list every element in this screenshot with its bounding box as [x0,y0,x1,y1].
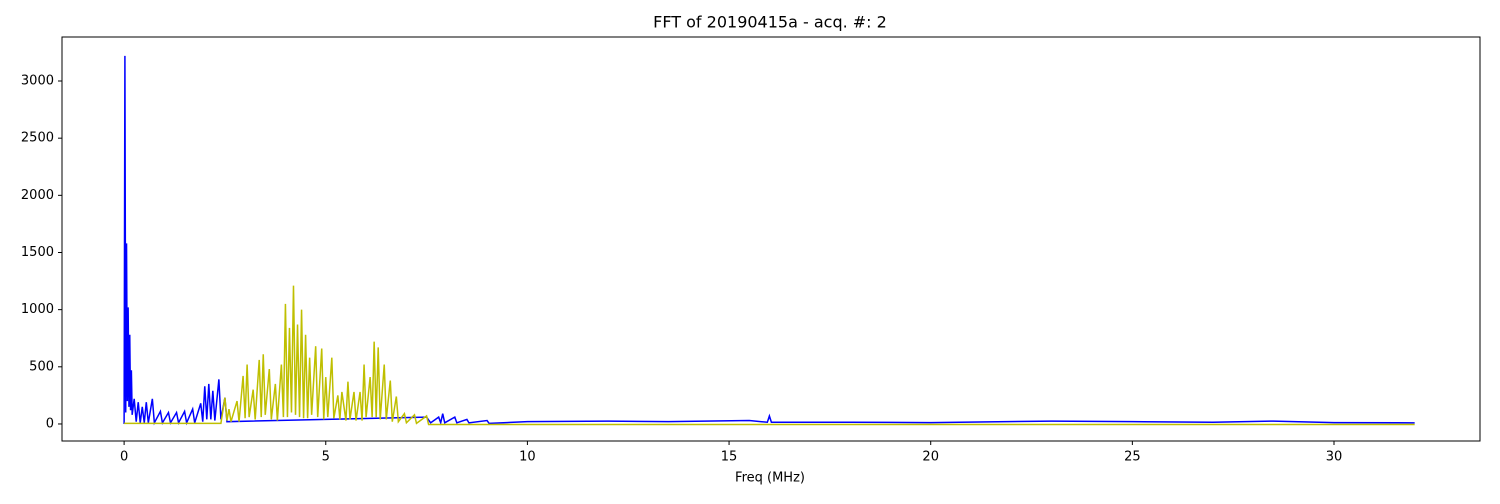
plot-frame [61,36,1481,442]
series-line [124,285,1415,426]
y-tick-label: 1000 [21,302,54,317]
x-tick-label: 15 [721,450,738,465]
y-tick-label: 500 [29,359,54,374]
x-tick-label: 25 [1124,450,1141,465]
chart-title: FFT of 20190415a - acq. #: 2 [653,13,887,32]
y-tick-label: 2500 [21,131,54,146]
x-tick-label: 5 [322,450,330,465]
y-tick-label: 3000 [21,74,54,89]
series-line [123,55,1415,426]
x-tick-label: 10 [519,450,536,465]
y-tick-label: 2000 [21,188,54,203]
y-tick-label: 0 [46,416,54,431]
x-tick-label: 20 [922,450,939,465]
x-tick-label: 0 [120,450,128,465]
x-tick-label: 30 [1326,450,1343,465]
x-axis-label: Freq (MHz) [735,471,805,486]
y-tick-label: 1500 [21,245,54,260]
